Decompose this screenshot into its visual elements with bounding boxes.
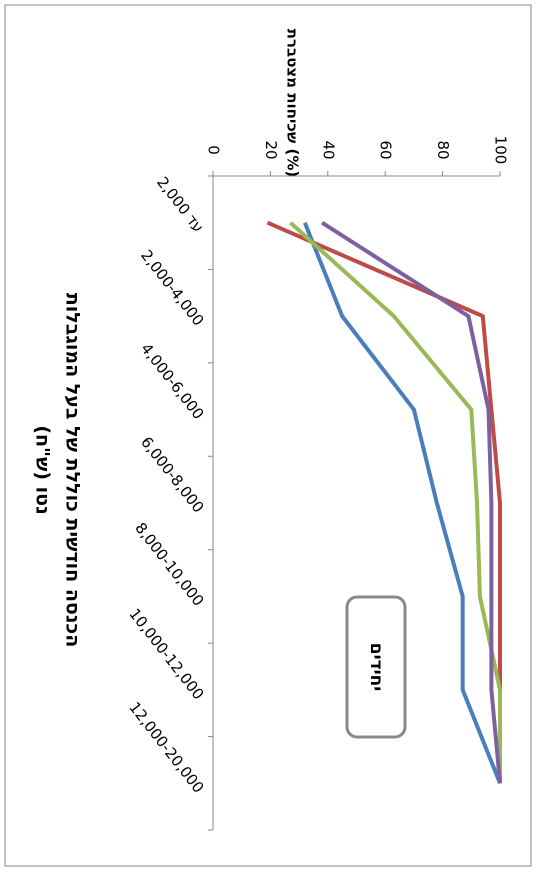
series-line [302, 221, 502, 785]
x-tick-label: 6,000-8,000 [137, 433, 207, 516]
chart-frame [4, 4, 532, 867]
y-tick-label: 20 [262, 140, 280, 159]
x-tick-label: 10,000-12,000 [125, 605, 207, 703]
x-tick-label: 12,000-20,000 [125, 698, 207, 796]
y-tick-label: 40 [319, 140, 337, 159]
x-axis-title: נטו (ש"ח) [32, 425, 54, 514]
x-tick-label: 8,000-10,000 [131, 519, 207, 610]
annotation: יחידים [366, 643, 386, 692]
x-tick-label: 4,000-6,000 [137, 340, 207, 423]
y-tick-label: 100 [492, 136, 510, 165]
x-tick-label: עד 2,000 [153, 173, 207, 236]
x-tick-label: 2,000-4,000 [137, 246, 207, 329]
annotation-box [345, 595, 407, 739]
y-axis-title: שכיחות מצטברת (%) [284, 29, 302, 177]
y-tick-label: 0 [205, 145, 223, 155]
series-line [289, 221, 502, 784]
series-line [320, 221, 502, 784]
x-axis-title: הכנסה חודשית כוללת של בעל המוגבלות [62, 293, 84, 647]
y-tick-label: 60 [377, 140, 395, 159]
y-tick-label: 80 [434, 140, 452, 159]
